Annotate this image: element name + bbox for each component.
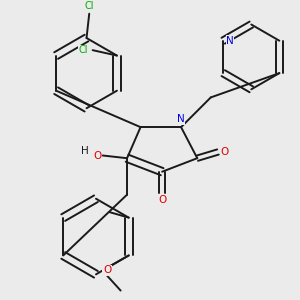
Text: N: N [177, 114, 185, 124]
Text: O: O [103, 265, 111, 275]
Text: O: O [93, 151, 101, 160]
Text: Cl: Cl [85, 1, 94, 10]
Text: O: O [220, 147, 229, 157]
Text: H: H [81, 146, 89, 156]
Text: N: N [226, 36, 234, 46]
Text: Cl: Cl [78, 45, 88, 55]
Text: O: O [158, 195, 166, 205]
